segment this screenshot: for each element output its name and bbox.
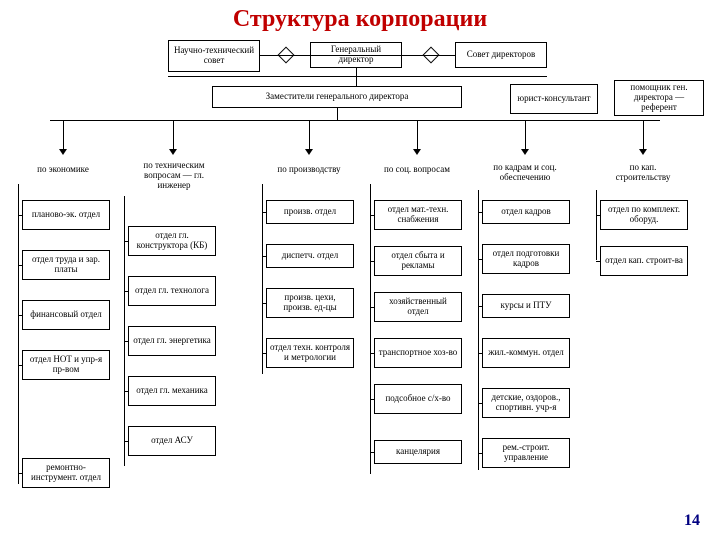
connector-line	[262, 212, 266, 213]
arrow-down-icon	[521, 149, 529, 155]
connector-line	[370, 452, 374, 453]
org-box: ремонтно-инструмент. отдел	[22, 458, 110, 488]
connector-line	[50, 120, 660, 121]
col-header: по соц. вопросам	[374, 156, 460, 184]
col-header: по кап. строительству	[600, 156, 686, 190]
org-box: отдел по комплект. оборуд.	[600, 200, 688, 230]
connector-line	[18, 265, 22, 266]
org-box: отдел труда и зар. платы	[22, 250, 110, 280]
org-box: детские, оздоров., спортивн. учр-я	[482, 388, 570, 418]
connector-line	[63, 120, 64, 150]
connector-line	[18, 365, 22, 366]
org-box: курсы и ПТУ	[482, 294, 570, 318]
arrow-down-icon	[59, 149, 67, 155]
org-box: отдел мат.-техн. снабжения	[374, 200, 462, 230]
connector-line	[260, 55, 455, 56]
connector-line	[18, 215, 22, 216]
connector-line	[124, 341, 128, 342]
page-number: 14	[684, 512, 700, 530]
connector-line	[478, 353, 482, 354]
org-box: отдел гл. механика	[128, 376, 216, 406]
org-box: жил.-коммун. отдел	[482, 338, 570, 368]
org-box: планово-эк. отдел	[22, 200, 110, 230]
org-box: подсобное с/х-во	[374, 384, 462, 414]
org-box: отдел гл. конструктора (КБ)	[128, 226, 216, 256]
connector-line	[478, 212, 482, 213]
box-assistant: помощник ген. директора — референт	[614, 80, 704, 116]
connector-line	[370, 353, 374, 354]
box-legal: юрист-консультант	[510, 84, 598, 114]
org-box: отдел техн. контроля и метрологии	[266, 338, 354, 368]
connector-line	[124, 441, 128, 442]
col-header: по техническим вопросам — гл. инженер	[128, 156, 220, 196]
connector-line	[124, 291, 128, 292]
connector-line	[370, 399, 374, 400]
connector-line	[337, 108, 338, 120]
org-box: диспетч. отдел	[266, 244, 354, 268]
connector-line	[124, 196, 125, 466]
box-deputies: Заместители генерального директора	[212, 86, 462, 108]
connector-line	[417, 120, 418, 150]
col-header: по экономике	[22, 156, 104, 184]
org-box: отдел кадров	[482, 200, 570, 224]
connector-line	[356, 68, 357, 86]
connector-line	[370, 215, 374, 216]
connector-line	[478, 190, 479, 470]
org-box: отдел подготовки кадров	[482, 244, 570, 274]
box-sci-council: Научно-технический совет	[168, 40, 260, 72]
connector-line	[262, 256, 266, 257]
org-box: отдел сбыта и рекламы	[374, 246, 462, 276]
org-box: произв. цехи, произв. ед-цы	[266, 288, 354, 318]
arrow-down-icon	[413, 149, 421, 155]
connector-line	[262, 353, 266, 354]
connector-line	[18, 315, 22, 316]
connector-line	[478, 453, 482, 454]
arrow-down-icon	[169, 149, 177, 155]
connector-line	[596, 190, 597, 260]
connector-line	[643, 120, 644, 150]
connector-line	[262, 303, 266, 304]
col-header: по кадрам и соц. обеспечению	[482, 156, 568, 190]
connector-line	[478, 403, 482, 404]
org-box: отдел НОТ и упр-я пр-вом	[22, 350, 110, 380]
connector-line	[173, 120, 174, 150]
connector-line	[596, 261, 600, 262]
col-header: по производству	[266, 156, 352, 184]
connector-line	[370, 307, 374, 308]
org-box: отдел кап. строит-ва	[600, 246, 688, 276]
org-box: транспортное хоз-во	[374, 338, 462, 368]
connector-line	[525, 120, 526, 150]
arrow-down-icon	[305, 149, 313, 155]
connector-line	[124, 241, 128, 242]
org-box: отдел АСУ	[128, 426, 216, 456]
connector-line	[124, 391, 128, 392]
connector-line	[478, 306, 482, 307]
page-title: Структура корпорации	[0, 6, 720, 33]
connector-line	[309, 120, 310, 150]
org-box: финансовый отдел	[22, 300, 110, 330]
connector-line	[370, 184, 371, 474]
connector-line	[370, 261, 374, 262]
connector-line	[18, 473, 22, 474]
connector-line	[478, 259, 482, 260]
org-box: хозяйственный отдел	[374, 292, 462, 322]
connector-line	[596, 215, 600, 216]
org-box: канцелярия	[374, 440, 462, 464]
org-box: произв. отдел	[266, 200, 354, 224]
org-box: отдел гл. энергетика	[128, 326, 216, 356]
arrow-down-icon	[639, 149, 647, 155]
connector-line	[18, 184, 19, 484]
connector-line	[168, 76, 547, 77]
box-board: Совет директоров	[455, 42, 547, 68]
org-box: отдел гл. технолога	[128, 276, 216, 306]
org-box: рем.-строит. управление	[482, 438, 570, 468]
